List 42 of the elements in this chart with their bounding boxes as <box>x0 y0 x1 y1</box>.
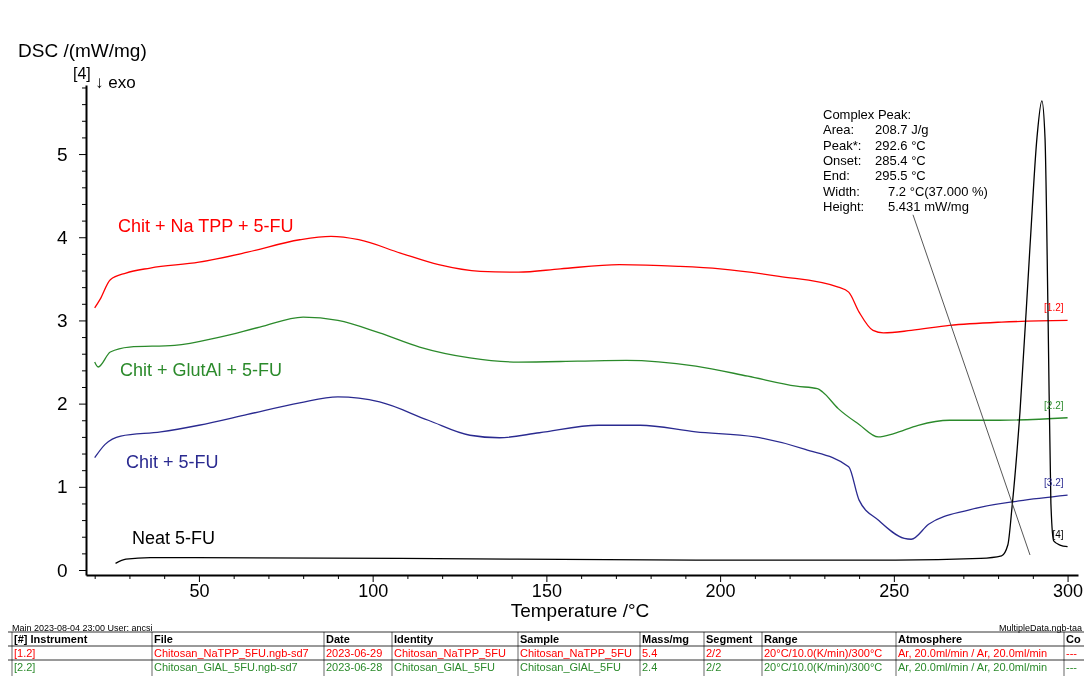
x-tick-label: 200 <box>705 580 736 601</box>
x-tick-label: 150 <box>531 580 562 601</box>
annotation: Complex Peak: <box>823 107 912 122</box>
series-label: Neat 5-FU <box>132 528 216 549</box>
y-tick-label: 5 <box>56 143 68 165</box>
annotation: [4] <box>1052 528 1064 540</box>
annotation: Width: <box>823 183 860 199</box>
text: [#] Instrument File Date Identity Sample Mass/mg Segment Range Atmosphere Co <box>14 633 1081 645</box>
annotation: ↓ exo <box>95 73 136 92</box>
x-tick-label: 250 <box>879 580 910 601</box>
annotation: End: <box>823 168 850 184</box>
x-tick-label: 300 <box>1053 580 1084 601</box>
annotation: 295.5 °C <box>875 168 926 184</box>
annotation: 208.7 J/g <box>875 122 929 138</box>
annotation: Onset: <box>823 152 862 168</box>
series-label: Chit + Na TPP + 5-FU <box>118 216 294 237</box>
x-tick-label: 100 <box>358 580 389 601</box>
y-tick-label: 4 <box>56 226 68 248</box>
line-series <box>114 100 1069 564</box>
x-tick-label: 50 <box>189 580 210 601</box>
text: [1.2] Chitosan_NaTPP_5FU.ngb-sd7 2023-06-29 Chitosan_NaTPP_5FU Chitosan_NaTPP_5FU 5.4 2/2 20°C/10.0(K/min)/300°C Ar, 20.0ml/min / Ar, 20.0ml/min --- <box>14 647 1077 659</box>
annotation: 285.4 °C <box>875 152 926 168</box>
annotation: Height: <box>823 198 865 214</box>
y-tick-label: 2 <box>56 393 68 415</box>
x-axis-title: Temperature /°C <box>510 600 650 621</box>
text: [4] <box>73 65 91 82</box>
y-tick-label: 3 <box>56 310 68 332</box>
annotation: 292.6 °C <box>875 137 926 153</box>
text: Main 2023-08-04 23:00 User: ancsi <box>12 623 153 633</box>
annotation: Area: <box>823 122 855 138</box>
series-label: Chit + GlutAl + 5-FU <box>120 360 283 381</box>
y-tick-label: 0 <box>56 559 68 581</box>
text: [2.2] Chitosan_GlAL_5FU.ngb-sd7 2023-06-28 Chitosan_GlAL_5FU Chitosan_GlAL_5FU 2.4 2/2 20°C/10.0(K/min)/300°C Ar, 20.0ml/min / Ar, 20.0ml/min --- <box>14 661 1077 673</box>
line-series <box>94 235 1069 334</box>
annotation: 5.431 mW/mg <box>888 198 969 214</box>
annotation: Peak*: <box>823 137 862 153</box>
line-series <box>94 316 1069 438</box>
annotation: 7.2 °C(37.000 %) <box>888 183 988 199</box>
y-axis-title: DSC /(mW/mg) <box>18 40 147 61</box>
series-label: Chit + 5-FU <box>126 452 219 473</box>
text: MultipleData.ngb-taa <box>998 623 1082 633</box>
y-tick-label: 1 <box>56 476 68 498</box>
